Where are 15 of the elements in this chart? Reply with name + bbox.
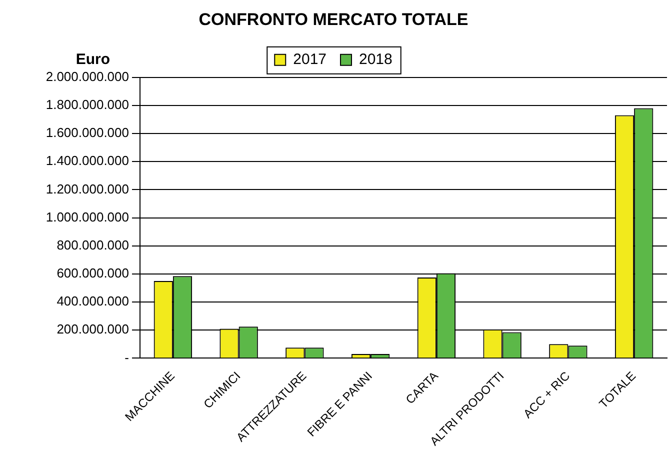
y-tick-label: 1.400.000.000 <box>46 153 129 168</box>
y-tick-label: 200.000.000 <box>56 322 129 337</box>
y-tick-label: 1.600.000.000 <box>46 125 129 140</box>
legend-label: 2017 <box>293 51 327 68</box>
y-tick-label: 1.800.000.000 <box>46 97 129 112</box>
chart-title: CONFRONTO MERCATO TOTALE <box>198 10 468 29</box>
y-tick-label: 1.000.000.000 <box>46 209 129 224</box>
legend-label: 2018 <box>359 51 392 68</box>
y-tick-label: - <box>124 350 129 365</box>
y-tick-label: 600.000.000 <box>56 266 129 281</box>
y-tick-label: 400.000.000 <box>56 294 129 309</box>
y-tick-label: 1.200.000.000 <box>46 181 129 196</box>
y-tick-label: 2.000.000.000 <box>46 68 129 84</box>
y-tick-label: 800.000.000 <box>56 237 129 252</box>
y-axis-title: Euro <box>76 51 110 68</box>
